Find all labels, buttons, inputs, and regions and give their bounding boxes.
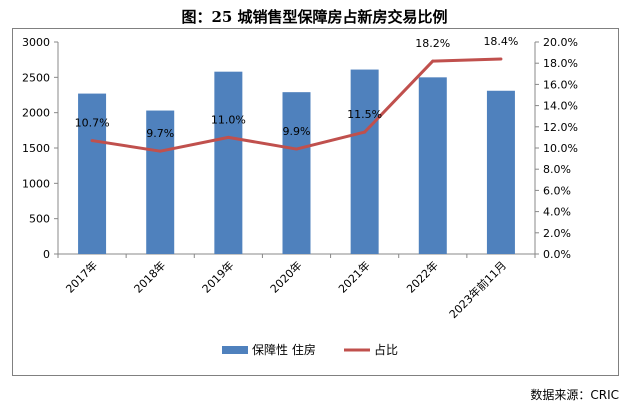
ratio-point <box>363 130 367 134</box>
left-tick-label: 500 <box>29 213 50 226</box>
right-tick-label: 18.0% <box>543 57 578 70</box>
legend-label-bars: 保障性 住房 <box>252 342 316 357</box>
bar-2023年前11月 <box>486 90 515 254</box>
data-source: 数据来源：CRIC <box>530 388 619 402</box>
bar-2022年 <box>418 77 447 254</box>
right-tick-label: 20.0% <box>543 36 578 49</box>
legend-swatch-bars <box>222 346 248 354</box>
right-tick-label: 10.0% <box>543 142 578 155</box>
x-tick-label: 2019年 <box>199 258 236 295</box>
x-tick-label: 2017年 <box>63 258 100 295</box>
bar-2020年 <box>282 92 311 254</box>
ratio-point <box>90 139 94 143</box>
right-tick-label: 4.0% <box>543 206 571 219</box>
right-tick-label: 6.0% <box>543 184 571 197</box>
ratio-point <box>431 59 435 63</box>
x-tick-label: 2018年 <box>131 258 168 295</box>
left-tick-label: 2500 <box>22 71 50 84</box>
x-tick-label: 2020年 <box>267 258 304 295</box>
ratio-data-label: 10.7% <box>75 117 110 130</box>
right-tick-label: 2.0% <box>543 227 571 240</box>
left-tick-label: 1500 <box>22 142 50 155</box>
bar-2017年 <box>78 93 107 254</box>
left-tick-label: 3000 <box>22 36 50 49</box>
left-tick-label: 0 <box>43 248 50 261</box>
right-tick-label: 0.0% <box>543 248 571 261</box>
ratio-data-label: 11.5% <box>347 108 382 121</box>
x-tick-label: 2023年前11月 <box>446 258 509 321</box>
legend-label-line: 占比 <box>374 342 398 357</box>
ratio-data-label: 18.4% <box>483 35 518 48</box>
x-tick-label: 2021年 <box>335 258 372 295</box>
ratio-data-label: 11.0% <box>211 113 246 126</box>
bar-2019年 <box>214 71 243 255</box>
bar-2018年 <box>146 110 175 255</box>
ratio-point <box>499 57 503 61</box>
left-tick-label: 1000 <box>22 177 50 190</box>
ratio-point <box>158 149 162 153</box>
right-tick-label: 14.0% <box>543 100 578 113</box>
ratio-data-label: 9.9% <box>283 125 311 138</box>
chart-frame <box>12 28 619 376</box>
chart-title: 图：25 城销售型保障房占新房交易比例 <box>181 8 448 26</box>
right-tick-label: 12.0% <box>543 121 578 134</box>
right-tick-label: 8.0% <box>543 163 571 176</box>
ratio-data-label: 9.7% <box>146 127 174 140</box>
left-tick-label: 2000 <box>22 107 50 120</box>
right-tick-label: 16.0% <box>543 78 578 91</box>
ratio-data-label: 18.2% <box>415 37 450 50</box>
ratio-point <box>226 135 230 139</box>
bar-2021年 <box>350 69 379 254</box>
x-tick-label: 2022年 <box>403 258 440 295</box>
ratio-point <box>295 147 298 151</box>
